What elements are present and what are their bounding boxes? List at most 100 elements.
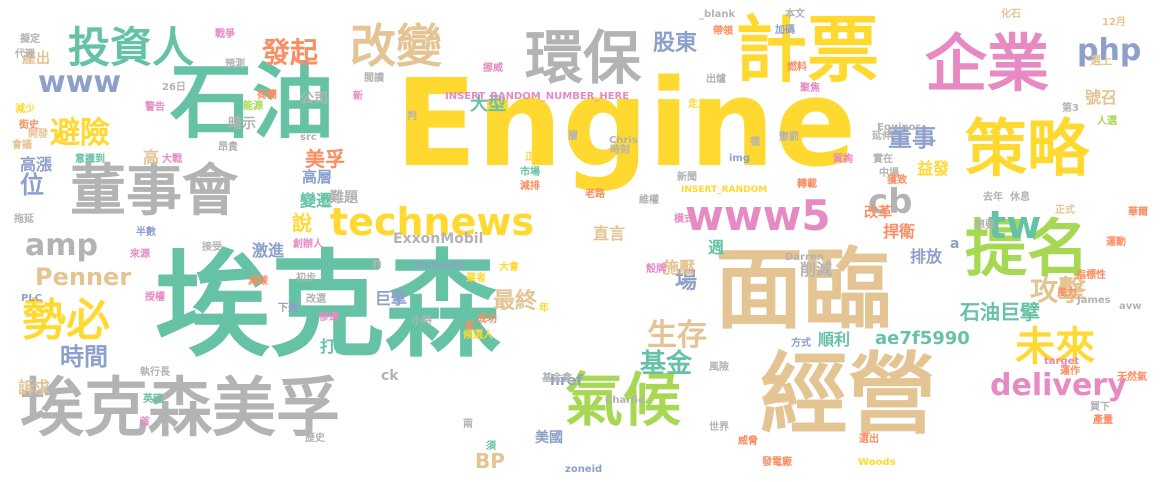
cloud-word: 26日: [162, 81, 186, 93]
cloud-word: 排放: [910, 247, 943, 266]
cloud-word: 華爾: [1128, 205, 1148, 218]
cloud-word: 首: [140, 415, 150, 428]
cloud-word: James: [1076, 295, 1111, 306]
cloud-word: 德: [749, 135, 760, 148]
cloud-word: _blank: [699, 9, 735, 20]
cloud-word: 位: [20, 171, 44, 199]
cloud-word: 時間: [60, 343, 108, 371]
cloud-word: 初步: [296, 271, 316, 284]
cloud-word: href: [550, 373, 583, 389]
cloud-word: 開發: [28, 127, 48, 140]
cloud-word: 選上: [1090, 53, 1112, 67]
cloud-word: 生存: [647, 318, 707, 353]
cloud-word: 本文: [785, 7, 806, 20]
cloud-word: 延伸: [871, 129, 892, 142]
cloud-word: 拖延: [14, 212, 35, 225]
cloud-word: a: [950, 236, 959, 252]
cloud-word: 年: [539, 301, 549, 314]
cloud-word: 高層: [302, 168, 332, 186]
cloud-word: 模式: [674, 212, 694, 225]
cloud-word: 勢必: [22, 295, 110, 346]
cloud-word: 成功: [477, 312, 497, 325]
cloud-word: php: [1077, 33, 1141, 68]
cloud-word: 威脅: [738, 434, 758, 447]
cloud-word: 閱讀: [364, 71, 384, 84]
cloud-word: 殼牌: [646, 262, 666, 275]
cloud-word: 新: [353, 89, 363, 102]
cloud-word: Darren: [785, 252, 824, 263]
cloud-word: 挪威: [483, 61, 503, 74]
cloud-word: 擬定: [20, 32, 40, 45]
cloud-word: 大會: [499, 260, 520, 273]
cloud-word: target: [1044, 356, 1079, 367]
cloud-word: ck: [381, 368, 399, 384]
cloud-word: 風險: [709, 360, 729, 373]
cloud-word: 最終: [493, 288, 538, 314]
cloud-word: 削減: [800, 260, 832, 279]
cloud-word: 大型: [470, 93, 506, 115]
cloud-word: www: [38, 65, 121, 100]
cloud-word: 執行長: [140, 365, 171, 378]
cloud-word: 休息: [1009, 190, 1030, 203]
cloud-word: Woods: [858, 457, 896, 468]
cloud-word: 層: [568, 130, 578, 142]
cloud-word: zoneid: [565, 464, 602, 475]
cloud-word: 風力: [1057, 286, 1077, 299]
cloud-word: tw: [988, 203, 1041, 247]
cloud-word: 前: [465, 319, 475, 332]
cloud-word: 想要: [974, 218, 995, 231]
cloud-word: 產出: [21, 50, 50, 67]
cloud-word: 面臨: [715, 238, 891, 341]
cloud-word: 打入: [320, 337, 352, 356]
cloud-word: 燃料: [787, 60, 807, 73]
cloud-word: 變遷: [300, 191, 332, 210]
cloud-word: 益發: [917, 159, 950, 178]
cloud-word: 歷史: [305, 431, 326, 444]
cloud-word: 走上: [687, 97, 708, 110]
cloud-word: 實在: [873, 152, 893, 165]
cloud-word: 方式: [791, 336, 811, 349]
cloud-word: 石油: [170, 55, 334, 150]
cloud-word: 經營: [760, 343, 936, 446]
cloud-word: 董事: [888, 124, 936, 152]
cloud-word: avw: [1119, 301, 1142, 312]
cloud-word: 帶領: [713, 24, 734, 37]
cloud-word: 正: [525, 151, 535, 163]
cloud-word: delivery: [990, 368, 1127, 403]
cloud-word: Equinor: [877, 122, 921, 133]
cloud-word: 計票: [735, 8, 879, 92]
cloud-word: 改變: [350, 19, 442, 73]
cloud-word: 化石: [1001, 7, 1021, 20]
cloud-word: INSERT_RANDOM_NUMBER_HERE: [445, 91, 629, 102]
cloud-word: 企業: [925, 27, 1049, 100]
cloud-word: 美孚: [305, 147, 345, 171]
cloud-word: 環保: [525, 24, 642, 92]
cloud-word: 指標性: [1076, 268, 1106, 281]
cloud-word: 兩: [463, 418, 473, 430]
cloud-word: 世界: [709, 420, 729, 433]
cloud-word: 天然氣: [1117, 370, 1147, 383]
cloud-word: 氣候: [565, 366, 682, 434]
cloud-word: 判: [407, 109, 417, 122]
cloud-word: 昂貴: [218, 140, 238, 153]
cloud-word: 候選人: [463, 328, 494, 341]
cloud-word: 基金會: [541, 371, 573, 384]
cloud-word: 埃克森: [155, 239, 501, 373]
cloud-word: 半數: [136, 225, 156, 238]
cloud-word: 創辦人: [292, 237, 324, 250]
cloud-word: MoneyDJ: [414, 260, 463, 271]
cloud-word: 老路: [584, 187, 606, 200]
cloud-word: 暗示: [228, 115, 256, 132]
cloud-word: www5: [685, 191, 831, 240]
cloud-word: 懲罰: [778, 130, 799, 143]
cloud-word: 接受: [202, 240, 222, 253]
cloud-word: 第3: [1062, 101, 1079, 114]
cloud-word: 去年: [983, 190, 1003, 203]
cloud-word: Engine: [395, 55, 856, 194]
cloud-word: 加碼: [774, 23, 795, 36]
cloud-word: 避險: [50, 116, 110, 151]
cloud-word: 時刻: [610, 143, 630, 156]
cloud-word: 英國: [142, 392, 163, 405]
cloud-word: 產量: [1092, 413, 1113, 426]
